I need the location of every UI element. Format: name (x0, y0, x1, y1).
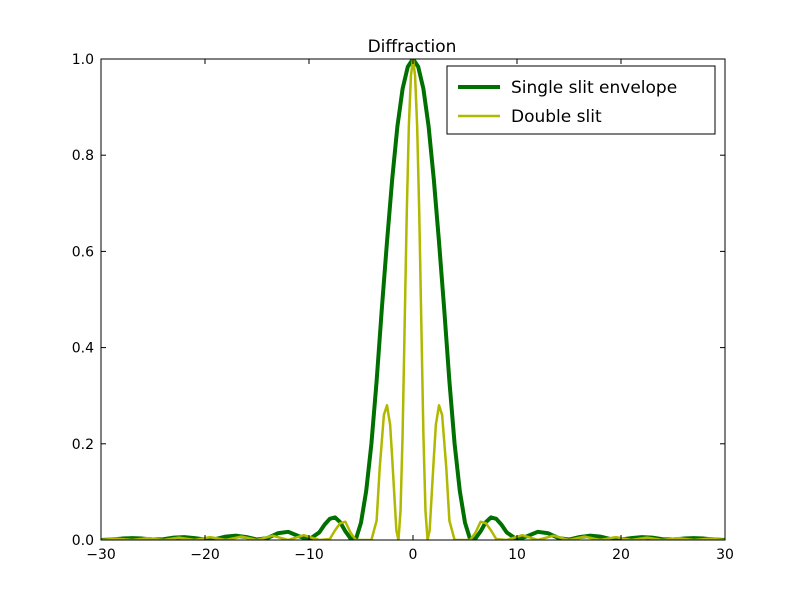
x-tick-label: 30 (716, 547, 734, 563)
y-tick-label: 1.0 (72, 52, 94, 68)
y-tick-label: 0.6 (72, 244, 94, 260)
legend-label-single-slit: Single slit envelope (511, 78, 677, 98)
x-tick-label: 0 (409, 547, 418, 563)
y-tick-label: 0.8 (72, 148, 94, 164)
series-line-double-slit (101, 59, 725, 540)
y-tick-label: 0.2 (72, 437, 94, 453)
legend-box (446, 65, 716, 135)
y-tick-label: 0.4 (72, 341, 94, 357)
legend: Single slit envelope Double slit (446, 65, 716, 135)
legend-label-double-slit: Double slit (511, 107, 602, 127)
x-tick-label: −30 (86, 547, 116, 563)
y-tick-label: 0.0 (72, 533, 94, 549)
series-layer (101, 59, 725, 540)
chart-title: Diffraction (368, 37, 457, 57)
series-line-single-slit-envelope (101, 59, 725, 540)
ticks-layer: −30 −20 −10 0 10 20 30 0.0 0.2 0.4 0.6 0.8 1.0 (72, 52, 734, 563)
x-tick-label: 20 (612, 547, 630, 563)
x-tick-label: −10 (294, 547, 324, 563)
x-tick-label: −20 (190, 547, 220, 563)
x-tick-label: 10 (508, 547, 526, 563)
plot-frame (100, 58, 726, 541)
